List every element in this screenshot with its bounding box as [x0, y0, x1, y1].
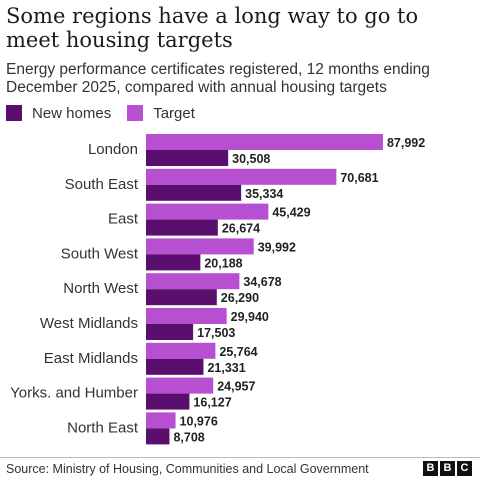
bar-target-east	[146, 203, 269, 220]
category-label-south-east: South East	[65, 176, 139, 193]
legend-swatch-target	[127, 105, 144, 121]
chart-title: Some regions have a long way to go to me…	[6, 4, 419, 52]
value-label-target-north-east: 10,976	[180, 414, 218, 428]
bar-new-homes-east-midlands	[146, 358, 204, 375]
bar-new-homes-north-west	[146, 289, 217, 306]
bar-new-homes-west-midlands	[146, 324, 194, 340]
value-label-new-homes-south-east: 35,334	[245, 187, 283, 201]
value-label-target-north-west: 34,678	[243, 275, 281, 289]
value-label-new-homes-west-midlands: 17,503	[197, 326, 235, 340]
bar-new-homes-north-east	[146, 428, 170, 445]
category-label-west-midlands: West Midlands	[40, 315, 138, 332]
category-label-east: East	[108, 211, 139, 228]
value-label-new-homes-london: 30,508	[232, 152, 270, 166]
category-label-london: London	[88, 141, 138, 158]
value-label-new-homes-north-west: 26,290	[221, 291, 259, 305]
value-label-new-homes-north-east: 8,708	[173, 430, 204, 444]
legend-swatch-new-homes	[6, 105, 22, 121]
bar-target-north-west	[146, 273, 240, 290]
legend-label-target: Target	[153, 104, 195, 122]
legend-item-new-homes: New homes	[6, 105, 111, 122]
value-label-target-east-midlands: 25,764	[219, 345, 257, 359]
legend-item-target: Target	[127, 105, 195, 122]
bar-target-east-midlands	[146, 342, 216, 359]
footer-divider	[0, 457, 480, 458]
value-label-target-south-west: 39,992	[258, 240, 296, 254]
value-label-new-homes-east: 26,674	[222, 222, 260, 236]
value-label-new-homes-yorks-and-humber: 16,127	[193, 396, 231, 410]
bar-target-west-midlands	[146, 308, 227, 324]
bar-target-south-east	[146, 168, 337, 185]
value-label-target-east: 45,429	[272, 206, 310, 220]
value-label-target-yorks-and-humber: 24,957	[217, 380, 255, 394]
bar-new-homes-south-east	[146, 184, 242, 201]
value-label-new-homes-east-midlands: 21,331	[207, 361, 245, 375]
category-label-north-east: North East	[67, 419, 139, 436]
value-label-target-south-east: 70,681	[340, 171, 378, 185]
category-label-north-west: North West	[63, 280, 139, 297]
category-label-east-midlands: East Midlands	[44, 350, 138, 367]
value-label-target-london: 87,992	[387, 136, 425, 150]
bar-new-homes-yorks-and-humber	[146, 393, 190, 410]
source-note: Source: Ministry of Housing, Communities…	[6, 462, 369, 476]
value-label-target-west-midlands: 29,940	[231, 310, 269, 324]
category-label-yorks-and-humber: Yorks. and Humber	[10, 385, 138, 402]
bbc-logo: B B C	[421, 461, 472, 476]
bar-target-south-west	[146, 238, 254, 255]
chart-subtitle: Energy performance certificates register…	[6, 61, 430, 96]
category-label-south-west: South West	[61, 245, 139, 262]
bar-target-london	[146, 134, 383, 150]
bar-new-homes-south-west	[146, 254, 201, 271]
bbc-logo-block-2: B	[440, 461, 455, 476]
bar-target-yorks-and-humber	[146, 377, 214, 394]
bar-new-homes-london	[146, 150, 229, 166]
value-label-new-homes-south-west: 20,188	[204, 256, 242, 270]
legend: New homes Target	[6, 104, 211, 122]
bbc-logo-block-1: B	[423, 461, 438, 476]
bbc-logo-block-3: C	[457, 461, 472, 476]
bar-new-homes-east	[146, 219, 218, 236]
bar-chart: London 87,992 30,508 South East 70,681 35,334…	[10, 134, 425, 445]
legend-label-new-homes: New homes	[32, 104, 112, 122]
bar-target-north-east	[146, 412, 176, 429]
